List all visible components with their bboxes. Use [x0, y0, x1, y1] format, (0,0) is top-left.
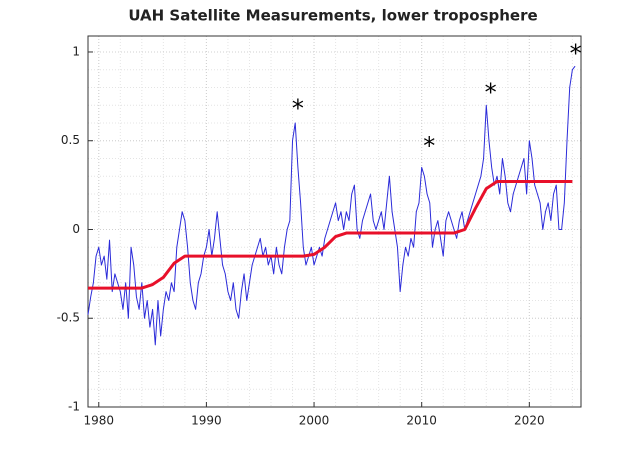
y-tick-label: 0.5 [61, 133, 80, 147]
y-tick-label: 1 [72, 44, 80, 58]
y-tick-label: -0.5 [57, 311, 80, 325]
plot-area [88, 36, 581, 407]
annotation: * [485, 79, 497, 107]
annotation: * [423, 132, 435, 160]
x-tick-label: 2000 [299, 414, 330, 428]
x-tick-label: 2020 [514, 414, 545, 428]
y-tick-label: 0 [72, 222, 80, 236]
y-tick-label: -1 [68, 400, 80, 414]
data-line [88, 180, 573, 290]
x-tick-label: 1990 [191, 414, 222, 428]
x-tick-label: 1980 [83, 414, 114, 428]
annotation: * [570, 40, 582, 68]
x-tick-label: 2010 [406, 414, 437, 428]
chart-title: UAH Satellite Measurements, lower tropos… [128, 7, 537, 25]
annotation: * [292, 95, 304, 123]
plot-frame [87, 35, 582, 408]
